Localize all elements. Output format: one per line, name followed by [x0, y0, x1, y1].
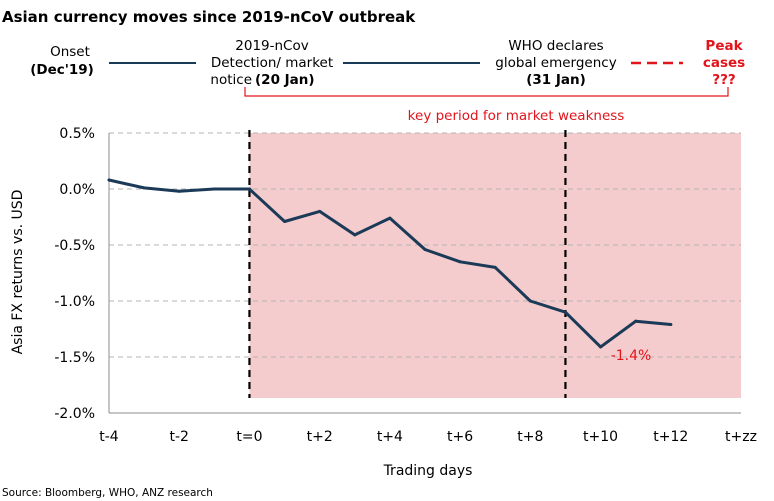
data-point: [247, 187, 251, 191]
data-point: [353, 233, 357, 237]
x-tick-label: t+8: [517, 429, 543, 445]
y-axis-title: Asia FX returns vs. USD: [10, 190, 26, 355]
key-period-shading: [249, 133, 741, 398]
data-point: [423, 247, 427, 251]
data-point: [212, 187, 216, 191]
detection-line-3: notice: [210, 72, 252, 88]
y-tick-labels: 0.5% 0.0% -0.5% -1.0% -1.5% -2.0%: [54, 126, 95, 422]
data-point: [458, 260, 462, 264]
source-note: Source: Bloomberg, WHO, ANZ research: [2, 487, 213, 499]
y-tick-label: -1.5%: [54, 350, 95, 366]
detection-line-1: 2019-nCov: [235, 38, 308, 54]
data-point: [599, 345, 603, 349]
data-point: [283, 219, 287, 223]
data-point: [528, 299, 532, 303]
data-point: [634, 319, 638, 323]
data-point: [669, 323, 673, 327]
onset-date: (Dec'19): [30, 62, 94, 78]
x-tick-labels: t-4 t-2 t=0 t+2 t+4 t+6 t+8 t+10 t+12 t+zz: [99, 429, 757, 445]
y-tick-label: 0.5%: [59, 126, 95, 142]
key-period-bracket: [244, 87, 729, 97]
data-point: [493, 265, 497, 269]
chart-title: Asian currency moves since 2019-nCoV out…: [2, 8, 416, 26]
x-tick-label: t+6: [447, 429, 473, 445]
x-tick-label: t-2: [169, 429, 188, 445]
data-point: [318, 209, 322, 213]
y-tick-label: -2.0%: [54, 406, 95, 422]
data-point: [142, 186, 146, 190]
x-tick-label: t+12: [653, 429, 688, 445]
peak-line-2: cases: [703, 55, 745, 71]
data-point: [107, 178, 111, 182]
x-tick-label: t+10: [583, 429, 618, 445]
peak-line-3: ???: [712, 72, 736, 88]
x-tick-label: t+2: [307, 429, 333, 445]
data-point: [177, 189, 181, 193]
y-tick-label: 0.0%: [59, 182, 95, 198]
trough-label: -1.4%: [611, 348, 652, 364]
y-tick-label: -1.0%: [54, 294, 95, 310]
who-line-1: WHO declares: [508, 38, 603, 54]
x-tick-label: t+4: [377, 429, 403, 445]
detection-date: (20 Jan): [255, 72, 315, 88]
data-point: [388, 216, 392, 220]
who-line-2: global emergency: [495, 55, 616, 71]
x-axis-title: Trading days: [383, 463, 473, 479]
x-tick-label: t-4: [99, 429, 119, 445]
data-point: [563, 310, 567, 314]
who-date: (31 Jan): [526, 72, 586, 88]
gridlines: [109, 132, 741, 358]
key-period-label: key period for market weakness: [408, 108, 625, 124]
peak-line-1: Peak: [705, 38, 743, 54]
detection-line-2: Detection/ market: [211, 55, 333, 71]
x-tick-label: t+zz: [725, 429, 757, 445]
x-tick-label: t=0: [236, 429, 262, 445]
onset-label: Onset: [50, 44, 90, 60]
series-points: [107, 178, 673, 349]
timeline-header: Onset (Dec'19) 2019-nCov Detection/ mark…: [30, 38, 745, 124]
y-tick-label: -0.5%: [54, 238, 95, 254]
event-lines: [248, 130, 567, 398]
